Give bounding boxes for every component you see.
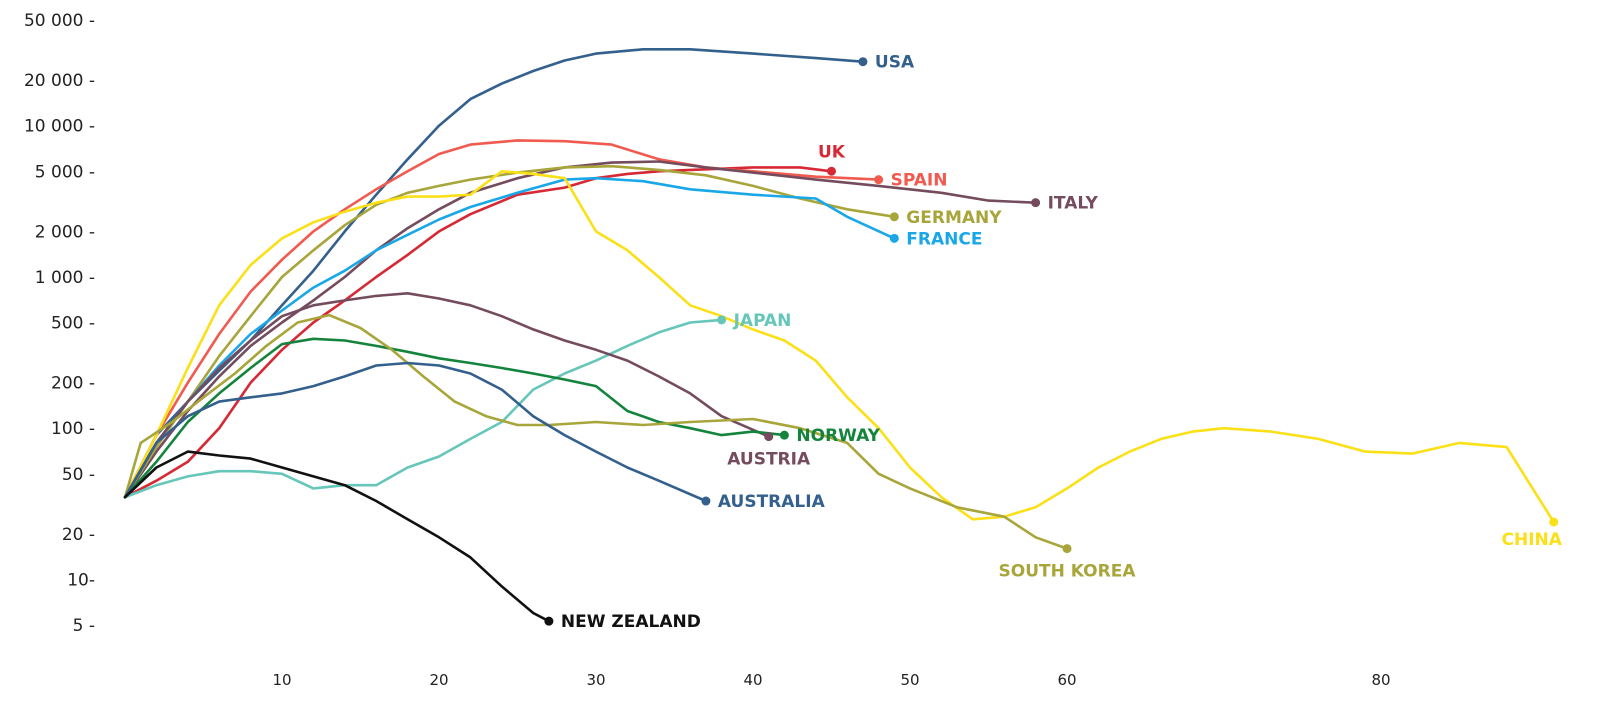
x-tick-label: 20 xyxy=(429,671,448,689)
series-line-australia xyxy=(123,361,708,503)
series-line-france xyxy=(123,176,896,499)
x-tick-label: 40 xyxy=(743,671,762,689)
y-tick-label: 5 - xyxy=(73,616,95,636)
y-tick-label: 10 000 - xyxy=(24,117,95,137)
y-tick-label: 5 000 - xyxy=(35,162,95,182)
series-lines xyxy=(123,48,1555,623)
series-line-germany xyxy=(123,164,896,499)
y-tick-label: 50 000 - xyxy=(24,11,95,31)
series-line-uk xyxy=(123,166,833,499)
series-end-marker-france xyxy=(889,233,899,243)
series-label-usa: USA xyxy=(875,53,915,73)
series-end-marker-spain xyxy=(874,175,884,185)
x-tick-label: 30 xyxy=(586,671,605,689)
series-label-france: FRANCE xyxy=(906,229,982,249)
series-end-marker-new-zealand xyxy=(544,616,554,626)
series-line-usa xyxy=(123,48,865,499)
series-line-china xyxy=(123,170,1555,524)
y-tick-label: 50 - xyxy=(62,465,95,485)
y-tick-label: 100 - xyxy=(51,419,95,439)
y-tick-label: 500 - xyxy=(51,314,95,334)
series-end-marker-south-korea xyxy=(1062,544,1072,554)
series-end-marker-uk xyxy=(827,166,836,176)
series-end-marker-usa xyxy=(858,57,868,67)
series-line-south-korea xyxy=(123,313,1069,550)
series-label-germany: GERMANY xyxy=(906,208,1002,228)
series-end-marker-japan xyxy=(717,315,727,325)
series-end-marker-austria xyxy=(764,432,774,442)
series-line-new-zealand xyxy=(123,450,551,623)
series-line-norway xyxy=(123,337,786,499)
series-label-new-zealand: NEW ZEALAND xyxy=(561,612,701,632)
y-tick-label: 200 - xyxy=(51,374,95,394)
x-tick-label: 80 xyxy=(1371,671,1390,689)
y-tick-label: 20 000 - xyxy=(24,71,95,91)
series-line-italy xyxy=(123,160,1037,499)
series-end-marker-norway xyxy=(779,430,789,440)
series-label-norway: NORWAY xyxy=(796,426,880,446)
series-label-uk: UK xyxy=(818,142,846,162)
x-tick-label: 50 xyxy=(900,671,919,689)
series-label-spain: SPAIN xyxy=(891,171,948,191)
series-label-south-korea: SOUTH KOREA xyxy=(999,562,1137,582)
x-tick-label: 10 xyxy=(272,671,291,689)
y-tick-label: 20 - xyxy=(62,525,95,545)
x-axis: 10 20 30 40 50 60 80 xyxy=(272,671,1390,689)
series-label-austria: AUSTRIA xyxy=(727,450,811,470)
y-axis: 50 000 - 20 000 - 10 000 - 5 000 - 2 000 - 1 … xyxy=(24,11,95,636)
series-end-marker-australia xyxy=(701,496,711,506)
series-end-marker-germany xyxy=(889,212,899,222)
y-tick-label: 2 000 - xyxy=(35,222,95,242)
y-tick-label: 10- xyxy=(67,570,95,590)
series-line-austria xyxy=(123,292,770,499)
series-line-japan xyxy=(123,318,723,499)
series-end-marker-italy xyxy=(1031,198,1041,208)
series-label-italy: ITALY xyxy=(1048,194,1099,214)
series-label-japan: JAPAN xyxy=(733,311,792,331)
series-label-australia: AUSTRALIA xyxy=(718,492,826,512)
y-tick-label: 1 000 - xyxy=(35,268,95,288)
series-end-marker-china xyxy=(1549,517,1559,527)
x-tick-label: 60 xyxy=(1057,671,1076,689)
series-label-china: CHINA xyxy=(1501,530,1562,550)
